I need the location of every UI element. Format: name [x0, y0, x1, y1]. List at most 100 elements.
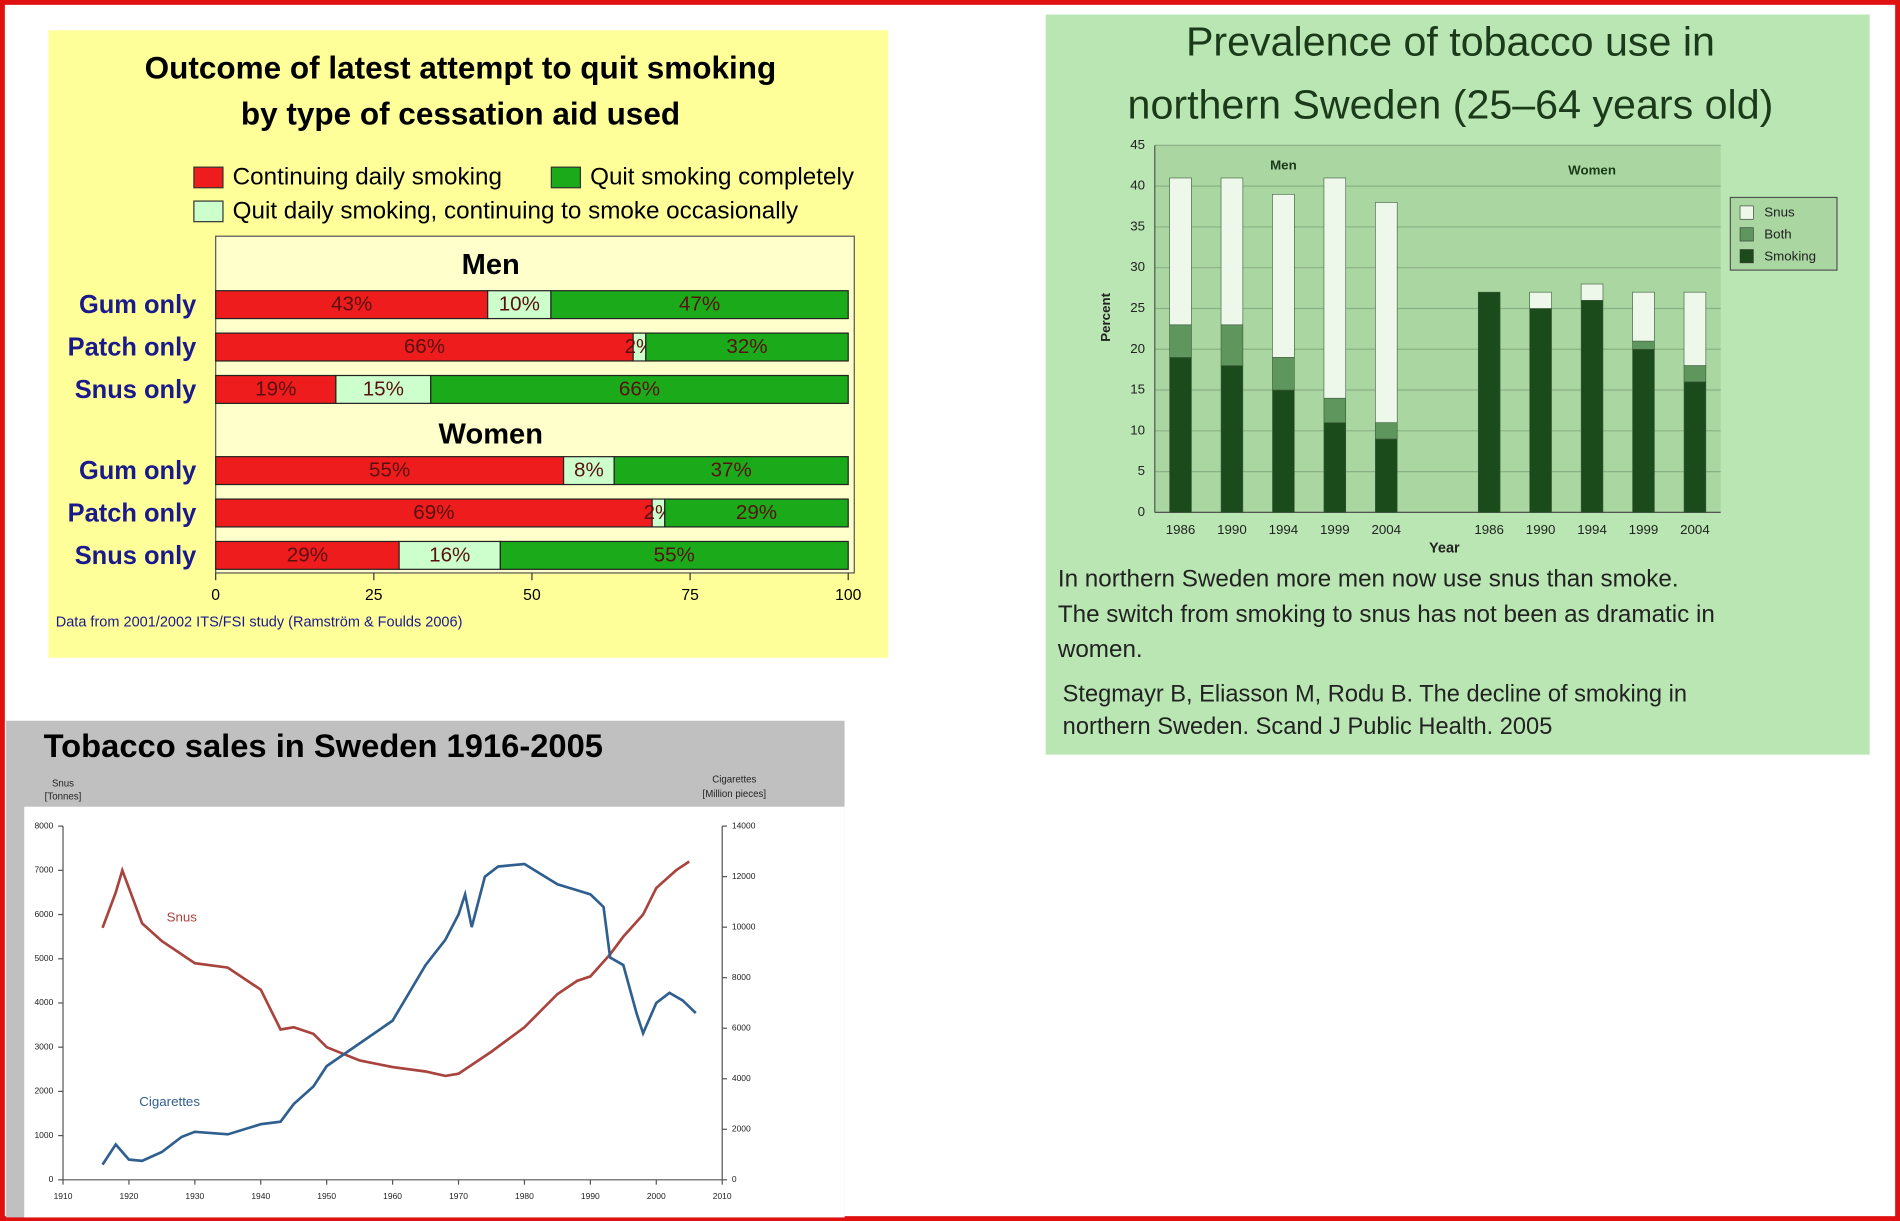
bar-segment — [1529, 291, 1552, 309]
y2-tick-label: 8000 — [732, 972, 751, 982]
legend-swatch — [193, 166, 224, 189]
group-label: Women — [1568, 162, 1616, 177]
x-tick-label: 1920 — [120, 1191, 139, 1201]
footnote: Data from 2001/2002 ITS/FSI study (Ramst… — [56, 614, 463, 630]
legend-label: Smoking — [1764, 248, 1816, 263]
x-tick-label: 2004 — [1680, 522, 1710, 537]
y-tick-label: 15 — [1130, 382, 1145, 397]
bar-segment — [1683, 381, 1707, 513]
bar-segment — [430, 374, 849, 404]
y-tick-label: 0 — [49, 1174, 54, 1184]
bar-segment — [215, 456, 565, 486]
citation: Stegmayr B, Eliasson M, Rodu B. The decl… — [1063, 682, 1687, 708]
y-tick-label: 0 — [1138, 504, 1145, 519]
value-label: 16% — [429, 543, 470, 566]
value-label: 37% — [711, 459, 752, 482]
bar-segment — [1220, 324, 1244, 366]
x-tick-label: 1994 — [1269, 522, 1299, 537]
bar-segment — [1220, 365, 1244, 513]
y2-tick-label: 14000 — [732, 820, 756, 830]
value-label: 32% — [726, 335, 767, 358]
y-tick-label: 10 — [1130, 422, 1145, 437]
y-tick-label: 2000 — [34, 1086, 53, 1096]
y-tick-label: 25 — [1130, 300, 1145, 315]
chart-title: by type of cessation aid used — [241, 96, 680, 132]
y-tick-label: 5 — [1138, 463, 1145, 478]
legend-swatch — [1739, 205, 1754, 220]
bar-segment — [645, 332, 849, 362]
bar-segment — [215, 498, 653, 528]
category-label: Snus only — [75, 542, 197, 570]
legend-label: Both — [1764, 227, 1791, 242]
legend-swatch — [1739, 249, 1754, 264]
series-line — [101, 862, 697, 1166]
y-tick-label: 8000 — [34, 820, 53, 830]
y-tick-label: 40 — [1130, 178, 1145, 193]
series-line — [101, 860, 690, 1078]
x-tick-label: 1994 — [1577, 522, 1607, 537]
chart-title: northern Sweden (25–64 years old) — [1128, 82, 1774, 128]
value-label: 47% — [679, 293, 720, 316]
x-tick-label: 1999 — [1320, 522, 1350, 537]
y2-tick-label: 0 — [732, 1174, 737, 1184]
bar-segment — [215, 290, 489, 320]
y-tick-label: 20 — [1130, 341, 1145, 356]
y2-tick-label: 10000 — [732, 921, 756, 931]
bar-segment — [550, 290, 849, 320]
x-tick-label: 1990 — [581, 1191, 600, 1201]
y-tick-label: 1000 — [34, 1130, 53, 1140]
bar-segment — [1323, 422, 1347, 513]
bar-segment — [335, 374, 432, 404]
value-label: 29% — [287, 543, 328, 566]
bar-segment — [1272, 389, 1295, 513]
x-axis-label: Year — [1429, 541, 1460, 557]
bar-segment — [1683, 365, 1707, 383]
value-label: 55% — [369, 459, 410, 482]
value-label: 19% — [255, 377, 296, 400]
bar-segment — [1272, 193, 1295, 358]
group-label: Women — [439, 419, 543, 451]
x-tick-label: 2000 — [647, 1191, 666, 1201]
value-label: 29% — [736, 501, 777, 524]
bar-segment — [1272, 357, 1295, 391]
bar-segment — [1632, 340, 1655, 350]
bar-segment — [1529, 308, 1552, 513]
bar-segment — [1169, 177, 1192, 326]
category-label: Patch only — [68, 334, 198, 362]
plot-background — [24, 806, 845, 1218]
category-label: Gum only — [79, 291, 197, 319]
x-tick-label: 1999 — [1629, 522, 1659, 537]
x-tick-label: 0 — [211, 587, 220, 604]
chart-title: Outcome of latest attempt to quit smokin… — [145, 50, 777, 86]
plot-area — [1154, 145, 1721, 513]
chart-title: Prevalence of tobacco use in — [1186, 19, 1715, 65]
x-tick-label: 25 — [365, 587, 383, 604]
bar-segment — [1632, 348, 1655, 513]
group-label: Men — [462, 249, 520, 281]
x-tick-label: 1980 — [515, 1191, 534, 1201]
x-tick-label: 1986 — [1474, 522, 1504, 537]
note: In northern Sweden more men now use snus… — [1058, 566, 1679, 593]
y-axis-label: Snus — [52, 778, 74, 789]
y-tick-label: 6000 — [34, 909, 53, 919]
value-label: 8% — [574, 459, 604, 482]
y2-tick-label: 2000 — [732, 1124, 751, 1134]
note: The switch from smoking to snus has not … — [1058, 601, 1715, 628]
legend-label: Continuing daily smoking — [233, 163, 502, 190]
value-label: 66% — [404, 335, 445, 358]
y-tick-label: 3000 — [34, 1041, 53, 1051]
x-tick-label: 1950 — [317, 1191, 336, 1201]
bar-segment — [1169, 324, 1192, 358]
bar-segment — [1169, 357, 1192, 513]
bar-segment — [1375, 438, 1398, 513]
legend-swatch — [193, 200, 224, 223]
series-label: Cigarettes — [139, 1094, 200, 1109]
legend-swatch — [550, 166, 582, 189]
bar-segment — [1477, 291, 1501, 513]
bar-segment — [1323, 177, 1347, 399]
citation: northern Sweden. Scand J Public Health. … — [1063, 714, 1553, 740]
x-tick-label: 1970 — [449, 1191, 468, 1201]
bar-segment — [1323, 397, 1347, 423]
bar-segment — [1632, 291, 1655, 342]
